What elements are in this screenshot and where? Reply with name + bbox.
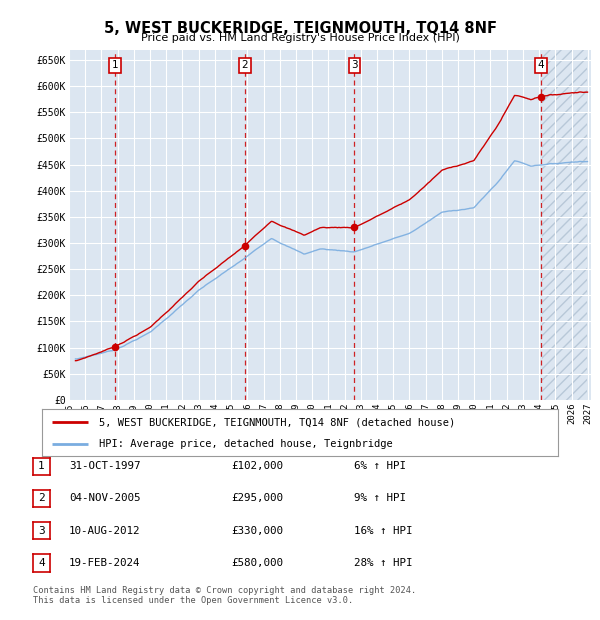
Text: 9% ↑ HPI: 9% ↑ HPI <box>354 494 406 503</box>
Text: £580,000: £580,000 <box>231 558 283 568</box>
Text: 28% ↑ HPI: 28% ↑ HPI <box>354 558 413 568</box>
Text: 3: 3 <box>351 60 358 70</box>
Text: 3: 3 <box>38 526 45 536</box>
Text: 31-OCT-1997: 31-OCT-1997 <box>69 461 140 471</box>
Text: £295,000: £295,000 <box>231 494 283 503</box>
Text: 5, WEST BUCKERIDGE, TEIGNMOUTH, TQ14 8NF (detached house): 5, WEST BUCKERIDGE, TEIGNMOUTH, TQ14 8NF… <box>99 417 455 427</box>
Text: £102,000: £102,000 <box>231 461 283 471</box>
Text: 16% ↑ HPI: 16% ↑ HPI <box>354 526 413 536</box>
Text: 04-NOV-2005: 04-NOV-2005 <box>69 494 140 503</box>
Text: Price paid vs. HM Land Registry's House Price Index (HPI): Price paid vs. HM Land Registry's House … <box>140 33 460 43</box>
Text: 2: 2 <box>38 494 45 503</box>
Text: 2: 2 <box>241 60 248 70</box>
Text: 4: 4 <box>38 558 45 568</box>
Text: 10-AUG-2012: 10-AUG-2012 <box>69 526 140 536</box>
Text: 4: 4 <box>538 60 544 70</box>
Text: 19-FEB-2024: 19-FEB-2024 <box>69 558 140 568</box>
Text: £330,000: £330,000 <box>231 526 283 536</box>
Text: 6% ↑ HPI: 6% ↑ HPI <box>354 461 406 471</box>
Text: 1: 1 <box>112 60 118 70</box>
Text: HPI: Average price, detached house, Teignbridge: HPI: Average price, detached house, Teig… <box>99 439 392 449</box>
Text: 1: 1 <box>38 461 45 471</box>
Text: 5, WEST BUCKERIDGE, TEIGNMOUTH, TQ14 8NF: 5, WEST BUCKERIDGE, TEIGNMOUTH, TQ14 8NF <box>104 21 497 36</box>
Text: Contains HM Land Registry data © Crown copyright and database right 2024.
This d: Contains HM Land Registry data © Crown c… <box>33 586 416 605</box>
